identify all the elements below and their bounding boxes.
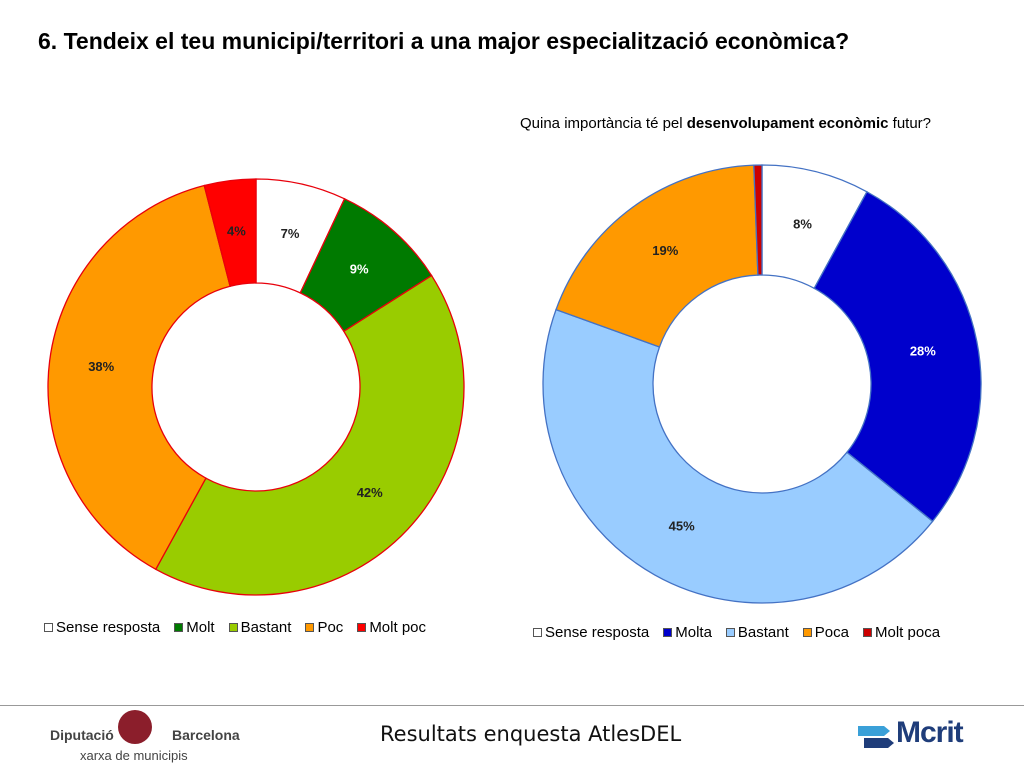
legend-label: Molt poc — [369, 619, 427, 636]
chart-2-data-label-3: 45% — [669, 518, 695, 533]
logo-subtitle: xarxa de municipis — [80, 748, 188, 763]
legend-right: Sense resposta Molta Bastant Poca Molt poca — [533, 624, 954, 641]
diputacio-logo: Diputació Barcelona xarxa de municipis — [50, 710, 250, 765]
legend-label: Molt poca — [875, 624, 941, 641]
legend-label: Sense resposta — [545, 624, 650, 641]
seal-icon — [118, 710, 152, 744]
legend-label: Poc — [317, 619, 344, 636]
legend-label: Poca — [814, 624, 849, 641]
legend-label: Molta — [675, 624, 712, 641]
legend-swatch — [533, 628, 542, 637]
footer-divider — [0, 705, 1024, 706]
logo-diputacio-text: Diputació — [50, 727, 114, 743]
subtitle-part-1: Quina importància té pel — [520, 115, 687, 132]
chart-2-legend-item-1: Sense resposta — [533, 624, 649, 641]
chart-1-legend-item-5: Molt poc — [357, 619, 426, 636]
legend-label: Sense resposta — [56, 619, 161, 636]
donut-charts: 7% 9% 42% 38% 4% 8% 28% 45% 19% — [47, 164, 982, 604]
chart-1-legend-item-4: Poc — [305, 619, 343, 636]
chart-2-legend-item-3: Bastant — [725, 624, 789, 641]
mcrit-logo: Mcrit — [858, 716, 978, 756]
mcrit-arrows-icon — [858, 726, 894, 748]
chart-1-legend-item-2: Molt — [174, 619, 215, 636]
subtitle-part-2: futur? — [888, 115, 932, 132]
legend-swatch — [802, 628, 812, 637]
legend-swatch — [863, 628, 872, 637]
chart-1-data-label-2: 9% — [350, 261, 369, 276]
chart-1-slice-5 — [203, 178, 257, 288]
subtitle-bold: desenvolupament econòmic — [686, 115, 889, 132]
chart-1-data-label-5: 4% — [227, 224, 246, 239]
legend-swatch — [44, 623, 53, 632]
legend-label: Bastant — [240, 619, 292, 636]
legend-label: Molt — [186, 619, 215, 636]
chart-1-data-label-3: 42% — [357, 485, 383, 500]
chart-subtitle: Quina importància té pel desenvolupament… — [520, 115, 990, 132]
legend-swatch — [725, 628, 735, 637]
legend-swatch — [357, 623, 367, 632]
legend-left: Sense resposta Molt Bastant Poc Molt poc — [44, 619, 440, 636]
chart-1-slice-4 — [47, 184, 231, 571]
chart-1-data-label-1: 7% — [281, 226, 300, 241]
legend-swatch — [305, 623, 315, 632]
chart-2-legend-item-5: Molt poca — [863, 624, 940, 641]
chart-2-legend-item-4: Poca — [802, 624, 849, 641]
legend-swatch — [228, 623, 238, 632]
chart-2-data-label-1: 8% — [793, 217, 812, 232]
chart-2-slice-2 — [813, 190, 982, 523]
chart-2-slice-3 — [542, 308, 934, 604]
legend-swatch — [663, 628, 673, 637]
chart-2-data-label-4: 19% — [652, 243, 678, 258]
chart-2-data-label-2: 28% — [910, 343, 936, 358]
mcrit-logo-text: Mcrit — [896, 716, 964, 749]
chart-2-legend-item-2: Molta — [663, 624, 712, 641]
chart-1-data-label-4: 38% — [88, 359, 114, 374]
chart-1-legend-item-3: Bastant — [228, 619, 292, 636]
logo-barcelona-text: Barcelona — [172, 727, 240, 743]
page-title: 6. Tendeix el teu municipi/territori a u… — [38, 28, 850, 54]
chart-1-slice-3 — [154, 274, 465, 596]
chart-2-slice-4 — [555, 164, 759, 348]
chart-2-slice-5 — [753, 164, 763, 276]
legend-swatch — [174, 623, 184, 632]
legend-label: Bastant — [737, 624, 789, 641]
footer-caption: Resultats enquesta AtlesDEL — [380, 722, 682, 746]
chart-1-legend-item-1: Sense resposta — [44, 619, 160, 636]
